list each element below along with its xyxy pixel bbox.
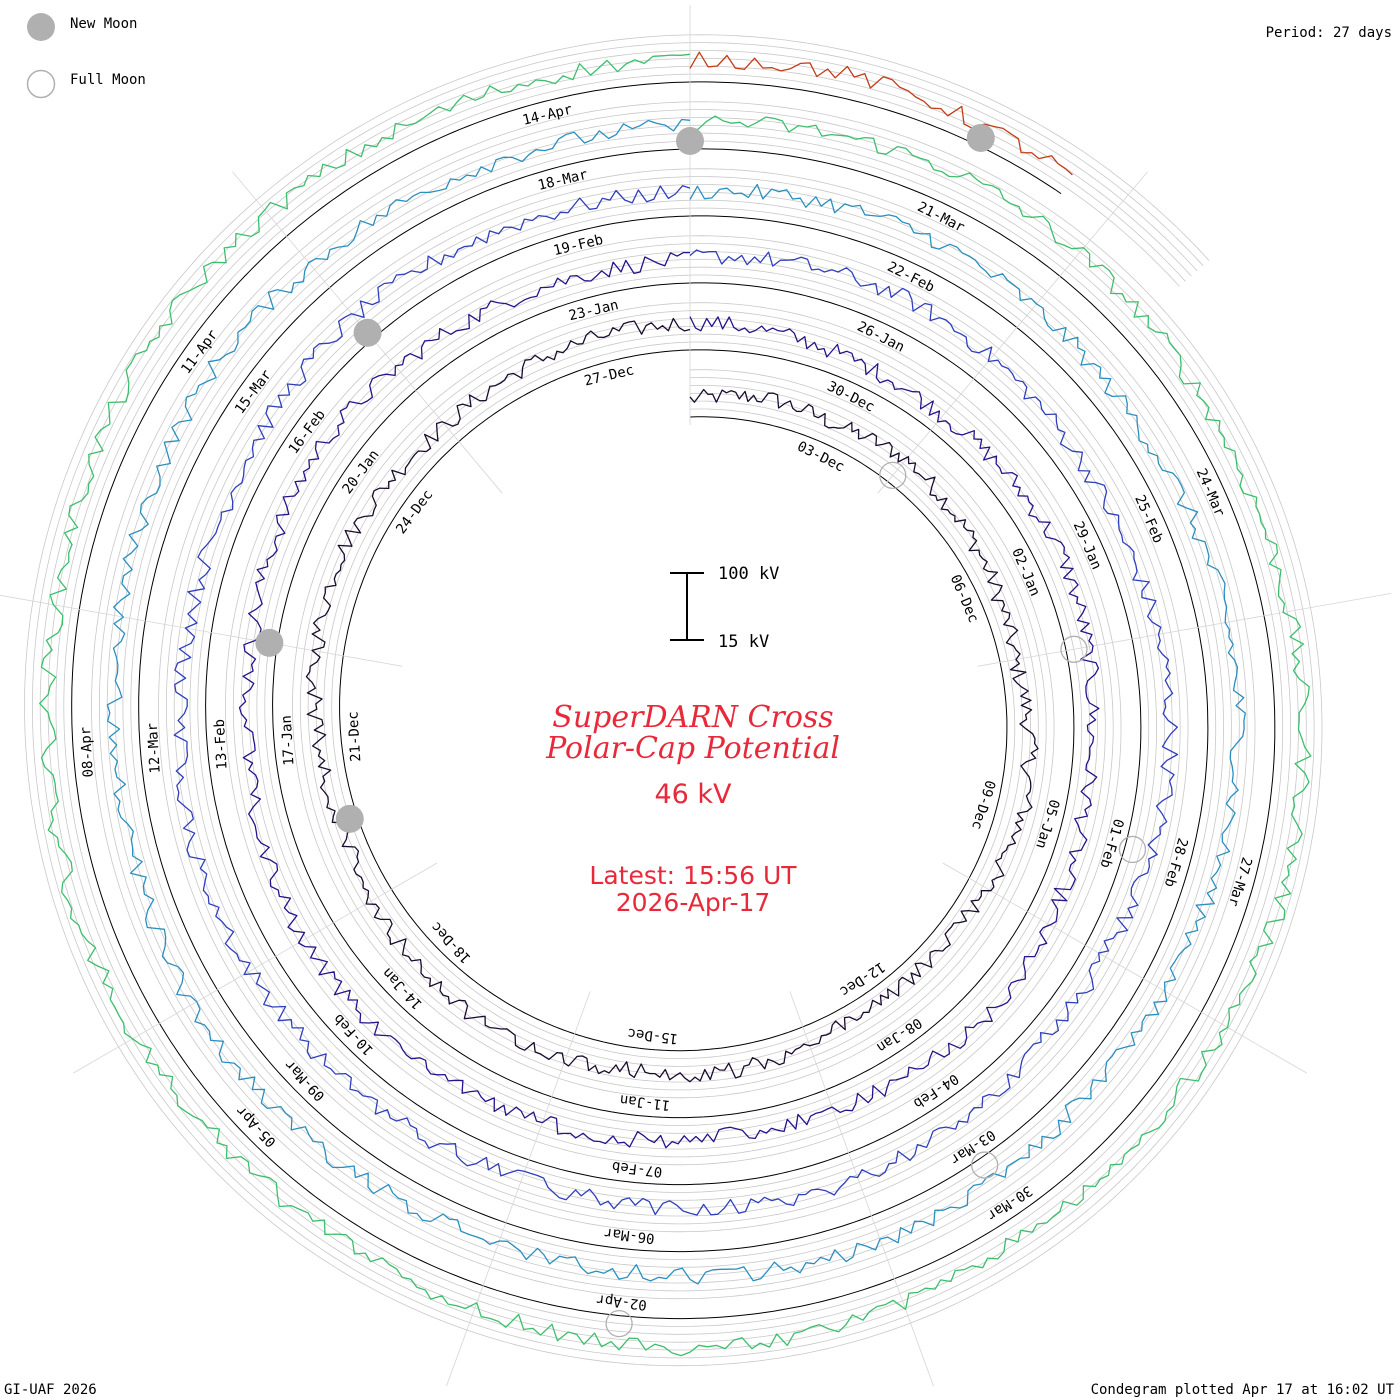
grid-spiral xyxy=(39,50,1307,1351)
date-tick-label: 21-Dec xyxy=(345,711,364,762)
full-moon-legend-label: Full Moon xyxy=(70,72,146,88)
date-tick-label: 24-Dec xyxy=(393,487,436,537)
trace-cycle-3 xyxy=(173,185,1179,1216)
date-tick-label: 13-Feb xyxy=(212,719,231,770)
full-moon-legend-icon xyxy=(26,69,56,99)
date-tick-label: 21-Mar xyxy=(915,199,967,236)
date-tick-label: 29-Jan xyxy=(1070,519,1105,572)
grid-spiral xyxy=(24,34,1323,1367)
date-tick-label: 09-Dec xyxy=(968,778,998,831)
grid-spoke xyxy=(789,991,934,1387)
chart-title-line2: Polar-Cap Potential xyxy=(545,731,840,766)
date-tick-label: 26-Jan xyxy=(855,319,907,356)
new-moon-marker xyxy=(335,804,364,833)
date-tick-label: 12-Mar xyxy=(145,722,164,773)
date-tick-label: 15-Mar xyxy=(232,367,275,417)
date-tick-label: 06-Mar xyxy=(603,1224,655,1246)
latest-date: 2026-Apr-17 xyxy=(616,888,771,917)
date-tick-label: 14-Jan xyxy=(379,964,425,1012)
date-tick-label: 24-Mar xyxy=(1193,466,1228,519)
date-tick-label: 27-Mar xyxy=(1225,855,1255,908)
date-tick-label: 09-Mar xyxy=(282,1056,328,1104)
trace-cycle-6 xyxy=(689,51,1073,176)
new-moon-legend-icon xyxy=(27,13,55,41)
scale-bar-bottom-label: 15 kV xyxy=(718,632,769,652)
grid-spoke xyxy=(877,171,1148,494)
trace-cycle-4 xyxy=(106,118,1246,1285)
grid-spiral xyxy=(32,42,1315,1359)
new-moon-marker xyxy=(255,628,284,657)
footer-credit: GI-UAF 2026 xyxy=(4,1382,97,1398)
chart-title-line1: SuperDARN Cross xyxy=(552,700,833,735)
footer-plotted: Condegram plotted Apr 17 at 16:02 UT xyxy=(1091,1382,1395,1398)
date-tick-label: 07-Feb xyxy=(611,1158,663,1180)
date-tick-label: 05-Jan xyxy=(1032,797,1062,850)
full-moon-marker xyxy=(1060,635,1088,663)
date-tick-label: 05-Apr xyxy=(233,1102,279,1150)
date-tick-label: 22-Feb xyxy=(885,259,937,296)
date-tick-label: 16-Feb xyxy=(286,407,329,457)
full-moon-marker xyxy=(971,1151,999,1179)
date-tick-label: 28-Feb xyxy=(1161,836,1191,889)
grid-spiral xyxy=(55,65,1291,1335)
date-tick-label: 11-Jan xyxy=(619,1091,671,1113)
trace-cycle-2 xyxy=(238,251,1100,1149)
date-tick-label: 15-Dec xyxy=(627,1025,679,1047)
date-tick-label: 30-Dec xyxy=(825,379,877,416)
trace-cycle-1 xyxy=(305,317,1039,1083)
date-tick-label: 25-Feb xyxy=(1131,493,1166,546)
new-moon-legend-label: New Moon xyxy=(70,16,137,32)
condegram-moon-markers xyxy=(255,123,1147,1338)
latest-time: Latest: 15:56 UT xyxy=(589,861,797,890)
grid-spiral xyxy=(63,73,1284,1327)
baseline-spiral xyxy=(71,81,1276,1320)
date-tick-label: 11-Apr xyxy=(178,327,221,377)
condegram-traces xyxy=(39,51,1312,1357)
scale-bar-top-label: 100 kV xyxy=(718,564,779,584)
new-moon-marker xyxy=(676,127,704,155)
date-tick-label: 02-Apr xyxy=(596,1291,648,1313)
date-tick-label: 18-Dec xyxy=(428,918,474,966)
grid-spoke xyxy=(977,592,1392,667)
new-moon-marker xyxy=(353,318,382,347)
date-tick-label: 06-Dec xyxy=(947,572,982,625)
date-tick-label: 08-Apr xyxy=(78,726,97,777)
full-moon-marker xyxy=(605,1309,633,1338)
period-label: Period: 27 days xyxy=(1266,25,1392,41)
grid-spoke xyxy=(446,991,591,1387)
scale-bar xyxy=(670,572,704,641)
date-tick-label: 17-Jan xyxy=(279,715,298,766)
date-tick-label: 02-Jan xyxy=(1008,546,1043,599)
date-tick-label: 01-Feb xyxy=(1096,817,1126,870)
date-tick-label: 03-Dec xyxy=(794,438,846,475)
current-value: 46 kV xyxy=(654,779,732,810)
date-tick-label: 10-Feb xyxy=(331,1010,377,1058)
condegram-grid xyxy=(0,5,1392,1387)
full-moon-marker xyxy=(1118,835,1147,864)
grid-spoke xyxy=(73,862,438,1074)
new-moon-marker xyxy=(966,123,995,152)
grid-spoke xyxy=(942,862,1307,1074)
full-moon-marker xyxy=(879,461,907,490)
grid-spoke xyxy=(0,594,403,667)
trace-cycle-5 xyxy=(39,53,1312,1357)
